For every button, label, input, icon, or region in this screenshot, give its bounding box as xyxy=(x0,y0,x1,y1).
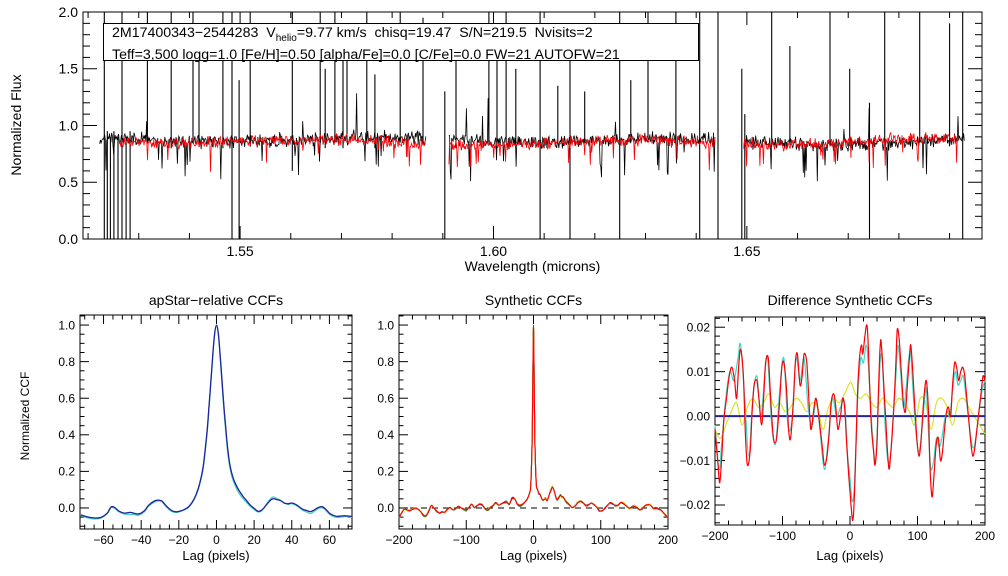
svg-text:−60: −60 xyxy=(93,533,114,547)
svg-text:−0.02: −0.02 xyxy=(680,498,711,512)
svg-text:200: 200 xyxy=(975,529,995,543)
svg-text:−0.01: −0.01 xyxy=(680,454,711,468)
svg-text:1.5: 1.5 xyxy=(59,61,79,77)
svg-text:0.6: 0.6 xyxy=(377,391,394,405)
annotation-line1-post: =9.77 km/s chisq=19.47 S/N=219.5 Nvisits… xyxy=(296,25,593,41)
svg-text:−200: −200 xyxy=(385,533,412,547)
annotation-line1-pre: 2M17400343−2544283 V xyxy=(112,25,276,41)
svg-text:1.0: 1.0 xyxy=(377,318,394,332)
svg-text:1.0: 1.0 xyxy=(59,117,79,133)
svg-text:0.6: 0.6 xyxy=(58,391,75,405)
difference-ccf-xaxis-label: Lag (pixels) xyxy=(816,548,884,563)
synthetic-ccf-title: Synthetic CCFs xyxy=(484,292,583,308)
svg-text:1.0: 1.0 xyxy=(58,318,75,332)
svg-text:−100: −100 xyxy=(769,529,796,543)
svg-text:0.8: 0.8 xyxy=(58,355,75,369)
svg-text:60: 60 xyxy=(323,533,337,547)
svg-text:100: 100 xyxy=(591,533,611,547)
svg-text:0.4: 0.4 xyxy=(377,428,394,442)
svg-text:2.0: 2.0 xyxy=(59,4,79,20)
svg-text:0.02: 0.02 xyxy=(687,320,711,334)
difference-ccf-title: Difference Synthetic CCFs xyxy=(767,292,933,308)
svg-text:0.8: 0.8 xyxy=(377,355,394,369)
spectrum-yaxis-label: Normalized Flux xyxy=(8,74,24,176)
annotation-line2: Teff=3,500 logg=1.0 [Fe/H]=0.50 [alpha/F… xyxy=(112,47,620,64)
svg-text:100: 100 xyxy=(907,529,927,543)
svg-text:40: 40 xyxy=(285,533,299,547)
svg-text:0: 0 xyxy=(530,533,537,547)
svg-text:0.00: 0.00 xyxy=(687,409,711,423)
svg-text:1.60: 1.60 xyxy=(480,243,507,259)
svg-text:0: 0 xyxy=(213,533,220,547)
svg-text:0.2: 0.2 xyxy=(377,465,394,479)
annotation-line1-sub: helio xyxy=(275,32,297,44)
spectrum-xaxis-label: Wavelength (microns) xyxy=(464,258,601,274)
svg-text:0: 0 xyxy=(847,529,854,543)
svg-text:−100: −100 xyxy=(453,533,480,547)
svg-text:1.65: 1.65 xyxy=(733,243,760,259)
svg-text:0.0: 0.0 xyxy=(58,501,75,515)
apstar-ccf-yaxis-label: Normalized CCF xyxy=(18,371,32,461)
synthetic-ccf-xaxis-label: Lag (pixels) xyxy=(499,548,568,563)
apstar-ccf-title: apStar−relative CCFs xyxy=(148,292,284,308)
svg-text:0.4: 0.4 xyxy=(58,428,75,442)
svg-text:0.01: 0.01 xyxy=(687,365,711,379)
svg-text:−40: −40 xyxy=(131,533,152,547)
svg-text:200: 200 xyxy=(658,533,678,547)
apstar-ccf-xaxis-label: Lag (pixels) xyxy=(182,548,250,563)
svg-text:20: 20 xyxy=(247,533,261,547)
svg-text:0.0: 0.0 xyxy=(377,501,394,515)
svg-text:1.55: 1.55 xyxy=(226,243,253,259)
svg-text:0.5: 0.5 xyxy=(59,174,79,190)
svg-text:−200: −200 xyxy=(701,529,728,543)
svg-text:0.2: 0.2 xyxy=(58,465,75,479)
svg-text:0.0: 0.0 xyxy=(59,231,79,247)
svg-text:−20: −20 xyxy=(169,533,190,547)
annotation-box: 2M17400343−2544283 Vhelio=9.77 km/s chis… xyxy=(103,23,699,64)
